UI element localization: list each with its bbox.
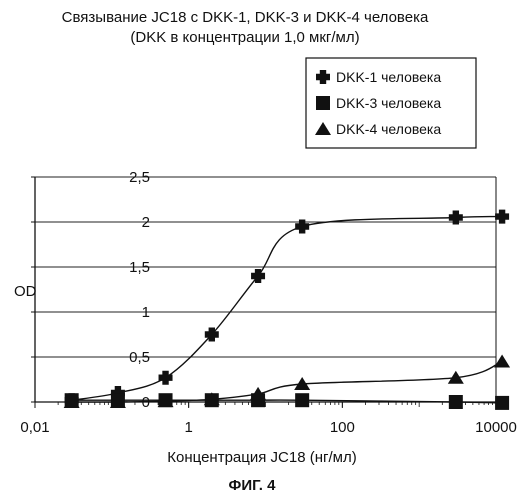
x-tick-label: 100	[330, 419, 355, 436]
chart-subtitle: (DKK в концентрации 1,0 мкг/мл)	[130, 29, 359, 46]
axes	[31, 177, 496, 408]
y-axis-label: OD	[14, 283, 37, 300]
y-tick-label: 1,5	[129, 259, 150, 276]
data-point-series-1	[251, 269, 265, 283]
figure-label: ФИГ. 4	[229, 477, 277, 494]
y-tick-label: 0,5	[129, 349, 150, 366]
x-tick-label: 0,01	[20, 419, 49, 436]
chart-title: Связывание JC18 с DKK-1, DKK-3 и DKK-4 ч…	[62, 9, 429, 26]
series-line-3	[72, 362, 502, 403]
y-tick-label: 2	[142, 214, 150, 231]
data-point-series-1	[159, 371, 173, 385]
x-tick-label: 1	[184, 419, 192, 436]
data-points	[64, 210, 510, 410]
legend: DKK-1 человека DKK-3 человека DKK-4 челове…	[306, 58, 476, 148]
data-point-series-1	[495, 210, 509, 224]
y-tick-label: 2,5	[129, 169, 150, 186]
legend-marker-2	[316, 96, 330, 110]
chart-titles: Связывание JC18 с DKK-1, DKK-3 и DKK-4 ч…	[62, 9, 429, 46]
y-tick-labels: 0 0,5 1 1,5 2 2,5	[129, 169, 150, 411]
series-line-1	[72, 216, 502, 400]
x-tick-label: 10000	[475, 419, 517, 436]
legend-label-2: DKK-3 человека	[336, 95, 441, 111]
x-axis-label: Концентрация JC18 (нг/мл)	[167, 449, 356, 466]
data-point-series-2	[495, 396, 509, 410]
data-point-series-2	[449, 395, 463, 409]
gridlines	[35, 177, 496, 357]
legend-label-3: DKK-4 человека	[336, 121, 441, 137]
data-point-series-2	[295, 393, 309, 407]
y-tick-label: 0	[142, 394, 150, 411]
series-curves	[72, 216, 502, 402]
x-tick-labels: 0,01 1 100 10000	[20, 419, 516, 436]
y-tick-label: 1	[142, 304, 150, 321]
legend-label-1: DKK-1 человека	[336, 69, 441, 85]
